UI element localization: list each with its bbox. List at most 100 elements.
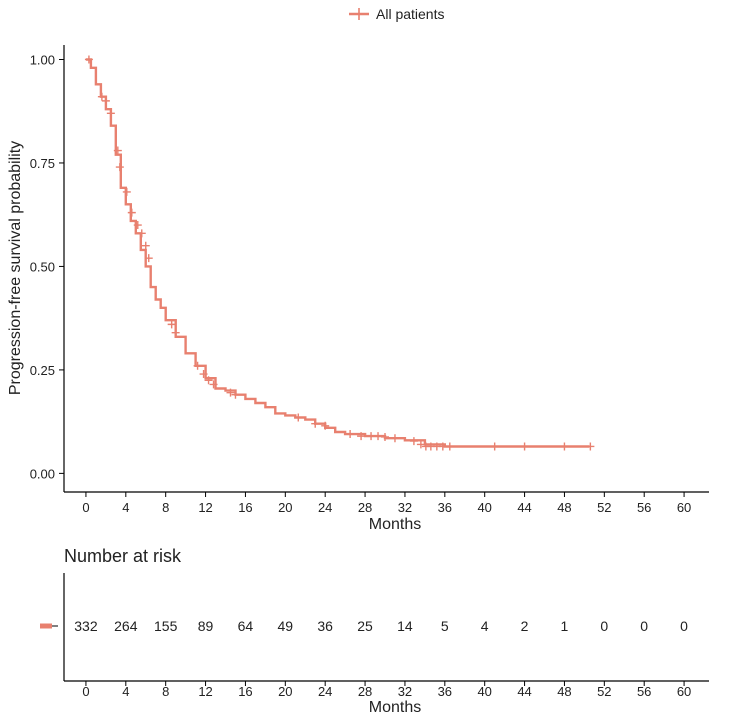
censor-mark xyxy=(115,163,124,172)
risk-x-tick-label: 24 xyxy=(318,684,332,699)
censor-mark xyxy=(113,146,122,155)
survival-plot: 0.000.250.500.751.00 0 4 8 12 16 20 24 28 32 36 40… xyxy=(7,45,709,533)
censor-mark xyxy=(586,442,595,451)
censor-mark xyxy=(409,437,418,446)
censor-mark xyxy=(137,229,146,238)
censor-mark xyxy=(84,55,93,64)
risk-count: 4 xyxy=(481,618,489,634)
y-axis-title: Progression-free survival probability xyxy=(7,141,24,395)
risk-x-tick-label: 60 xyxy=(677,684,691,699)
risk-x-tick-label: 12 xyxy=(198,684,212,699)
x-tick-label: 0 xyxy=(82,500,89,515)
risk-table-x-ticks: 0 4 8 12 16 20 24 28 32 36 40 44 48 52 56 60 xyxy=(82,681,691,699)
censor-mark xyxy=(171,328,180,337)
risk-x-tick-label: 8 xyxy=(162,684,169,699)
risk-count: 64 xyxy=(238,618,254,634)
censor-mark xyxy=(141,241,150,250)
risk-x-tick-label: 16 xyxy=(238,684,252,699)
x-tick-label: 60 xyxy=(677,500,691,515)
risk-x-tick-label: 52 xyxy=(597,684,611,699)
risk-count: 332 xyxy=(74,618,98,634)
censor-mark xyxy=(346,430,355,439)
x-tick-label: 48 xyxy=(557,500,571,515)
censor-mark xyxy=(122,187,131,196)
legend: All patients xyxy=(349,6,444,22)
risk-count: 25 xyxy=(357,618,373,634)
risk-x-tick-label: 56 xyxy=(637,684,651,699)
risk-count: 1 xyxy=(561,618,569,634)
risk-count: 89 xyxy=(198,618,214,634)
risk-table-title: Number at risk xyxy=(64,546,182,566)
censor-mark xyxy=(106,109,115,118)
x-tick-label: 24 xyxy=(318,500,332,515)
risk-count: 14 xyxy=(397,618,413,634)
censor-mark xyxy=(438,442,447,451)
x-tick-label: 36 xyxy=(438,500,452,515)
risk-x-tick-label: 28 xyxy=(358,684,372,699)
censor-mark xyxy=(167,320,176,329)
censor-mark xyxy=(560,442,569,451)
risk-count: 2 xyxy=(521,618,529,634)
censor-mark xyxy=(445,442,454,451)
series-all-patients xyxy=(84,55,595,451)
censor-mark xyxy=(416,440,425,449)
y-tick-label: 1.00 xyxy=(30,52,55,67)
survival-curve-line xyxy=(85,58,590,448)
risk-x-tick-label: 40 xyxy=(477,684,491,699)
risk-x-tick-label: 48 xyxy=(557,684,571,699)
censor-mark xyxy=(374,432,383,441)
risk-x-tick-label: 36 xyxy=(438,684,452,699)
censor-mark xyxy=(209,380,218,389)
legend-swatch-icon xyxy=(349,8,369,20)
risk-count: 49 xyxy=(278,618,294,634)
y-tick-label: 0.75 xyxy=(30,156,55,171)
x-tick-label: 8 xyxy=(162,500,169,515)
risk-x-tick-label: 20 xyxy=(278,684,292,699)
censor-mark xyxy=(144,254,153,263)
risk-table: Number at risk 332 264 155 89 64 49 36 25 14 5 4 2 1… xyxy=(40,546,709,716)
risk-count: 36 xyxy=(317,618,333,634)
x-tick-label: 28 xyxy=(358,500,372,515)
censor-mark xyxy=(97,92,106,101)
risk-count: 264 xyxy=(114,618,138,634)
risk-count: 0 xyxy=(680,618,688,634)
x-axis-title: Months xyxy=(369,516,421,533)
risk-count: 0 xyxy=(600,618,608,634)
risk-x-tick-label: 44 xyxy=(517,684,531,699)
risk-table-x-title: Months xyxy=(369,699,421,716)
x-tick-label: 4 xyxy=(122,500,129,515)
y-axis-ticks: 0.00 0.25 0.50 0.75 1.00 xyxy=(30,52,64,481)
y-tick-label: 0.00 xyxy=(30,466,55,481)
x-tick-label: 20 xyxy=(278,500,292,515)
risk-x-tick-label: 32 xyxy=(398,684,412,699)
censor-mark xyxy=(193,361,202,370)
censor-mark xyxy=(231,390,240,399)
x-tick-label: 56 xyxy=(637,500,651,515)
censor-mark xyxy=(357,432,366,441)
censor-mark xyxy=(199,370,208,379)
censor-mark xyxy=(520,442,529,451)
censor-mark xyxy=(321,421,330,430)
x-tick-label: 52 xyxy=(597,500,611,515)
x-axis-ticks: 0 4 8 12 16 20 24 28 32 36 40 44 48 52 56 60 xyxy=(82,492,691,515)
y-tick-label: 0.50 xyxy=(30,259,55,274)
censor-mark xyxy=(294,413,303,422)
risk-counts: 332 264 155 89 64 49 36 25 14 5 4 2 1 0 0 0 xyxy=(74,618,688,634)
censor-mark xyxy=(133,221,142,230)
censor-mark xyxy=(311,419,320,428)
censor-mark xyxy=(367,432,376,441)
censor-mark xyxy=(226,388,235,397)
risk-x-tick-label: 0 xyxy=(82,684,89,699)
censor-mark xyxy=(127,208,136,217)
risk-count: 155 xyxy=(154,618,178,634)
censor-mark xyxy=(390,434,399,443)
censor-mark xyxy=(101,96,110,105)
risk-count: 5 xyxy=(441,618,449,634)
x-tick-label: 16 xyxy=(238,500,252,515)
censor-mark xyxy=(204,376,213,385)
censor-mark xyxy=(381,432,390,441)
risk-x-tick-label: 4 xyxy=(122,684,129,699)
y-tick-label: 0.25 xyxy=(30,363,55,378)
x-tick-label: 32 xyxy=(398,500,412,515)
